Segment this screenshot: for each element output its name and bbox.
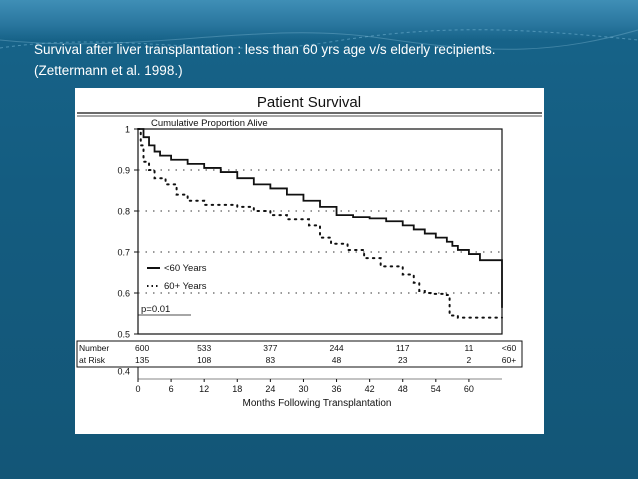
risk-row-label: <60 (502, 343, 517, 353)
x-tick-label: 30 (298, 384, 308, 394)
x-tick-label: 6 (169, 384, 174, 394)
x-tick-label: 48 (398, 384, 408, 394)
y-tick-label: 1 (125, 125, 130, 135)
x-tick-label: 36 (332, 384, 342, 394)
risk-header-line1: Number (79, 343, 109, 353)
slide-title: Survival after liver transplantation : l… (34, 39, 624, 81)
series-line-60plus (137, 128, 503, 319)
risk-row-label: 60+ (502, 355, 516, 365)
x-tick-label: 60 (464, 384, 474, 394)
x-tick-label: 18 (232, 384, 242, 394)
risk-cell: 533 (197, 343, 211, 353)
risk-cell: 377 (263, 343, 277, 353)
series-line-under60 (137, 128, 503, 309)
chart-subtitle: Cumulative Proportion Alive (151, 118, 268, 129)
risk-header-line2: at Risk (79, 355, 106, 365)
legend: <60 Years 60+ Years (147, 263, 207, 292)
slide-title-line-1: Survival after liver transplantation : l… (34, 42, 496, 57)
risk-cells: 600 533 377 244 117 11 <60 135 108 83 48 23 2 60+ (135, 343, 516, 365)
figure-card: Patient Survival Cumulative Proportion A… (75, 88, 544, 434)
x-axis: 0 6 12 18 24 30 36 42 48 54 60 (135, 367, 502, 394)
risk-cell: 48 (332, 355, 342, 365)
risk-cell: 244 (329, 343, 343, 353)
y-tick-label: 0.4 (117, 367, 130, 377)
y-tick-label: 0.8 (117, 207, 130, 217)
header-wave-decoration (0, 29, 638, 50)
y-axis: 0.4 0.5 0.6 0.7 0.8 0.9 1 (117, 125, 138, 377)
risk-cell: 135 (135, 355, 149, 365)
x-tick-label: 0 (135, 384, 140, 394)
legend-label-under60: <60 Years (164, 263, 207, 274)
plot-frame (137, 128, 503, 335)
x-tick-label: 42 (365, 384, 375, 394)
risk-cell: 11 (464, 343, 473, 353)
y-tick-label: 0.7 (117, 248, 130, 258)
risk-cell: 108 (197, 355, 211, 365)
y-tick-label: 0.5 (117, 330, 130, 340)
legend-label-60plus: 60+ Years (164, 281, 207, 292)
risk-table-box (76, 340, 523, 368)
risk-cell: 600 (135, 343, 149, 353)
gridlines (138, 169, 502, 294)
survival-chart: Patient Survival Cumulative Proportion A… (76, 94, 542, 409)
risk-cell: 83 (266, 355, 276, 365)
x-tick-label: 24 (265, 384, 275, 394)
y-tick-label: 0.9 (117, 166, 130, 176)
risk-cell: 117 (396, 343, 410, 353)
chart-title: Patient Survival (257, 94, 361, 111)
slide-title-line-2: (Zettermann et al. 1998.) (34, 63, 183, 78)
header-band (0, 0, 638, 40)
p-value-annotation: p=0.01 (141, 304, 170, 315)
x-tick-label: 54 (431, 384, 441, 394)
y-tick-label: 0.6 (117, 289, 130, 299)
series-layer (137, 128, 503, 319)
risk-cell: 2 (467, 355, 472, 365)
x-axis-label: Months Following Transplantation (243, 398, 392, 409)
x-tick-label: 12 (199, 384, 209, 394)
risk-table: Number at Risk 600 533 377 244 117 11 <60 135 10… (76, 340, 523, 368)
risk-cell: 23 (398, 355, 408, 365)
